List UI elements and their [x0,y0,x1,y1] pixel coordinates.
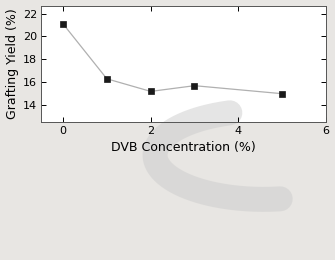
X-axis label: DVB Concentration (%): DVB Concentration (%) [111,141,256,154]
Y-axis label: Grafting Yield (%): Grafting Yield (%) [6,9,18,119]
